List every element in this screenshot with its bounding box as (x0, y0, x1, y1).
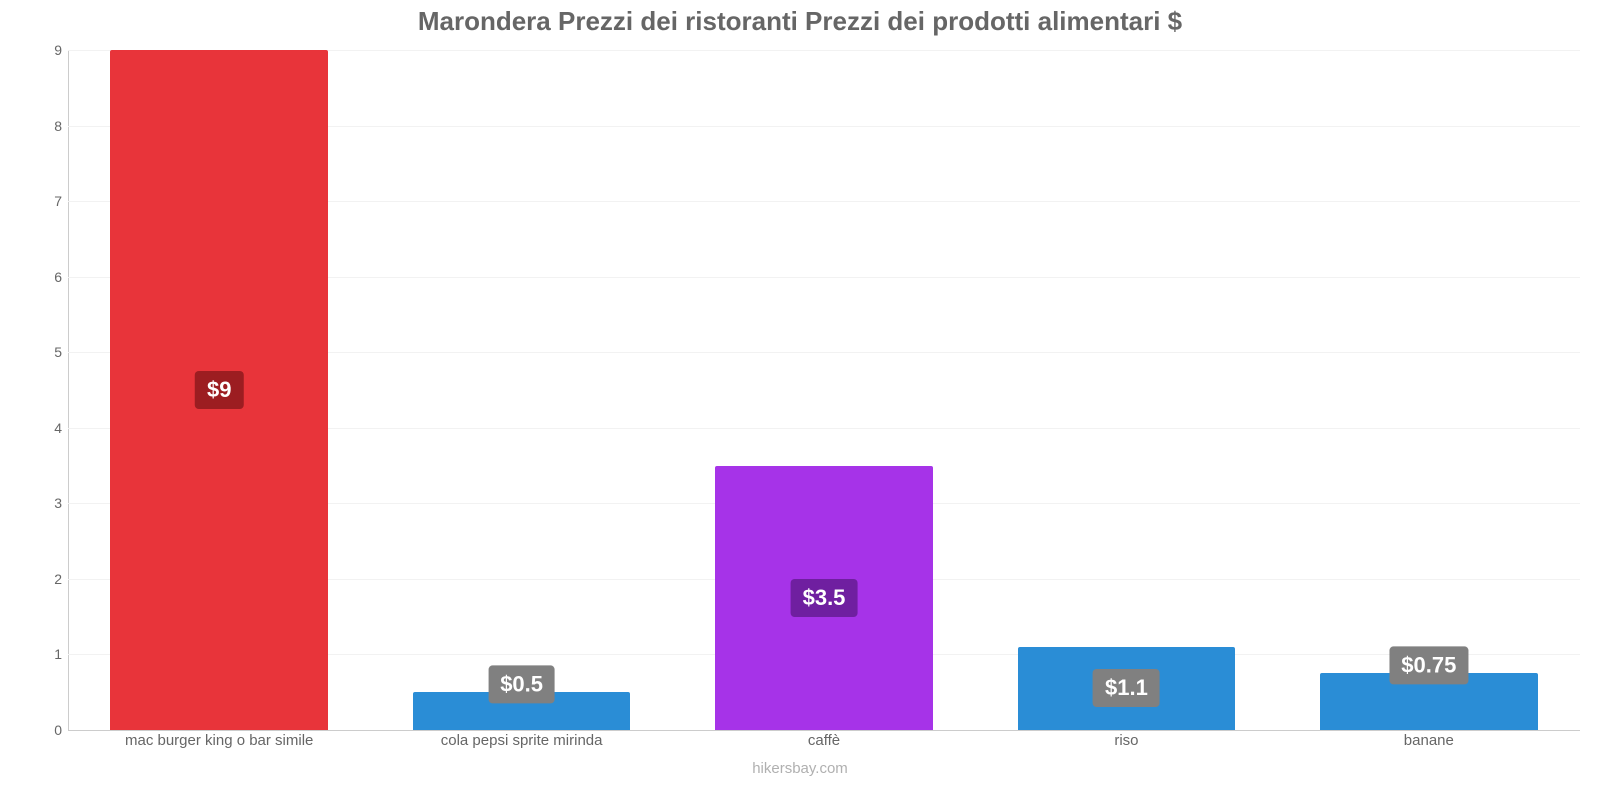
credit-text: hikersbay.com (0, 760, 1600, 777)
bar-slot: $9 (68, 50, 370, 730)
bar-slot: $3.5 (673, 50, 975, 730)
bars-layer: $9 $0.5 $3.5 $1.1 $0.75 (68, 50, 1580, 730)
y-tick-label: 8 (40, 118, 62, 134)
bar: $3.5 (715, 466, 933, 730)
y-axis: 0123456789 (40, 50, 68, 730)
x-tick-label: riso (975, 732, 1277, 756)
chart-title: Marondera Prezzi dei ristoranti Prezzi d… (0, 6, 1600, 37)
bar: $1.1 (1018, 647, 1236, 730)
x-tick-label: caffè (673, 732, 975, 756)
x-axis: mac burger king o bar similecola pepsi s… (68, 732, 1580, 756)
y-tick-label: 3 (40, 495, 62, 511)
y-tick-label: 7 (40, 193, 62, 209)
bar-value-badge: $0.5 (488, 666, 555, 704)
bar-value-badge: $9 (195, 371, 243, 409)
chart-container: Marondera Prezzi dei ristoranti Prezzi d… (0, 0, 1600, 800)
x-tick-label: mac burger king o bar simile (68, 732, 370, 756)
bar: $0.5 (413, 692, 631, 730)
x-tick-label: cola pepsi sprite mirinda (370, 732, 672, 756)
bar-slot: $0.5 (370, 50, 672, 730)
bar-slot: $0.75 (1278, 50, 1580, 730)
y-tick-label: 2 (40, 571, 62, 587)
y-tick-label: 4 (40, 420, 62, 436)
bar-value-badge: $0.75 (1389, 647, 1468, 685)
bar-value-badge: $3.5 (791, 579, 858, 617)
bar: $9 (110, 50, 328, 730)
y-tick-label: 6 (40, 269, 62, 285)
bar-value-badge: $1.1 (1093, 669, 1160, 707)
x-tick-label: banane (1278, 732, 1580, 756)
y-tick-label: 9 (40, 42, 62, 58)
y-tick-label: 5 (40, 344, 62, 360)
y-tick-label: 1 (40, 646, 62, 662)
y-tick-label: 0 (40, 722, 62, 738)
plot-area: 0123456789 $9$0.5$3.5$1.1$0.75 (40, 50, 1580, 730)
bar-slot: $1.1 (975, 50, 1277, 730)
x-axis-line (68, 730, 1580, 731)
bar: $0.75 (1320, 673, 1538, 730)
